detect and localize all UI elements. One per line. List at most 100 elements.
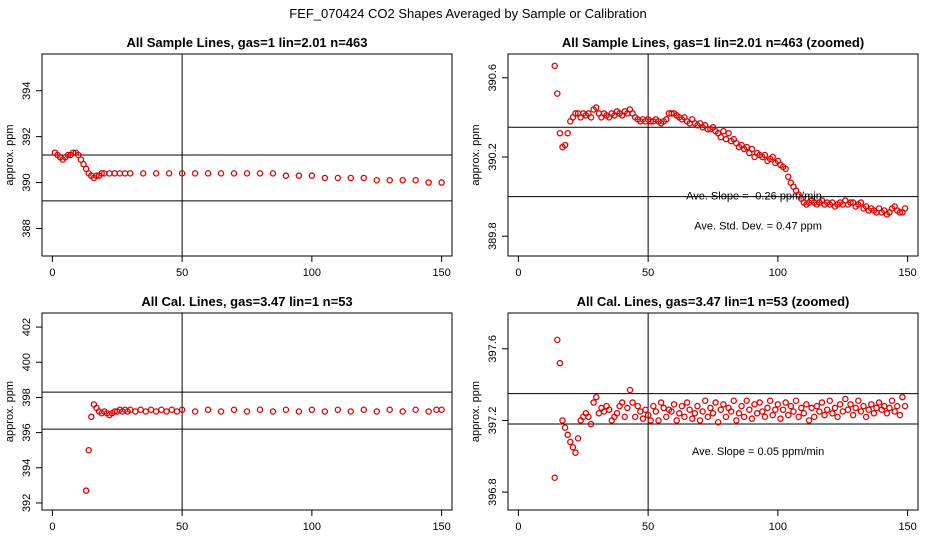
data-point [826, 397, 834, 405]
data-point [709, 410, 717, 417]
data-point [587, 420, 595, 428]
data-point [572, 449, 579, 456]
data-point [574, 435, 582, 442]
data-point [556, 129, 564, 137]
data-point [655, 417, 662, 424]
data-point [855, 397, 862, 405]
data-point [111, 170, 118, 177]
data-point [849, 411, 857, 419]
data-point [694, 402, 701, 410]
y-tick-label: 400 [21, 353, 33, 371]
data-point [373, 176, 380, 184]
y-tick-label: 402 [21, 318, 33, 336]
data-point [805, 417, 813, 424]
y-tick-label: 390 [21, 173, 33, 191]
data-point [787, 402, 795, 410]
data-point [748, 145, 756, 153]
data-point [438, 406, 445, 413]
data-point [624, 404, 631, 412]
data-point [82, 487, 90, 494]
data-point [774, 401, 782, 408]
data-point [373, 408, 380, 415]
data-point [256, 170, 264, 177]
y-axis-label: approx. ppm [4, 124, 16, 185]
data-series [551, 62, 909, 218]
data-point [551, 62, 558, 70]
data-point [80, 160, 87, 168]
data-point [821, 411, 828, 419]
data-point [704, 126, 712, 133]
data-point [823, 406, 831, 413]
y-tick-label: 390.6 [487, 64, 499, 92]
data-point [412, 406, 419, 413]
data-point [69, 149, 77, 156]
data-point [707, 404, 714, 412]
data-point [901, 205, 909, 212]
data-point [152, 408, 160, 415]
data-point [561, 424, 569, 431]
data-point [77, 156, 85, 163]
y-tick-label: 394 [21, 459, 33, 477]
data-point [88, 413, 95, 421]
data-point [243, 408, 251, 415]
data-point [852, 404, 859, 412]
data-point [883, 410, 891, 417]
data-point [399, 176, 406, 184]
data-point [725, 129, 732, 137]
plot-frame [507, 312, 919, 511]
data-point [282, 172, 290, 179]
data-point [595, 410, 603, 417]
x-tick-label: 50 [176, 267, 188, 279]
data-point [652, 408, 660, 415]
data-point [782, 399, 789, 406]
data-series [51, 149, 445, 186]
data-point [730, 397, 738, 405]
chart-panel-4: All Cal. Lines, gas=3.47 lin=1 n=53 (zoo… [470, 294, 919, 533]
data-point [738, 402, 745, 410]
data-point [230, 170, 238, 177]
data-point [686, 406, 693, 413]
data-point [334, 406, 342, 413]
data-point [165, 170, 173, 177]
data-point [269, 408, 277, 415]
data-point [438, 179, 445, 186]
data-point [308, 172, 316, 179]
data-point [691, 410, 699, 417]
data-point [873, 404, 880, 412]
data-point [722, 135, 730, 143]
data-point [746, 406, 753, 413]
data-series [551, 336, 909, 482]
x-tick-label: 150 [432, 521, 450, 533]
data-point [559, 417, 566, 424]
data-point [769, 153, 776, 161]
data-point [295, 172, 303, 179]
data-point [785, 411, 792, 419]
data-point [564, 129, 571, 137]
data-point [64, 151, 72, 159]
data-point [590, 399, 597, 406]
data-point [98, 170, 105, 177]
data-point [759, 408, 766, 415]
y-tick-label: 397.2 [487, 407, 499, 435]
annotation-text: Ave. Slope = 0.05 ppm/min [692, 446, 824, 458]
chart-title: All Sample Lines, gas=1 lin=2.01 n=463 (… [562, 35, 864, 50]
data-point [777, 415, 784, 422]
data-point [839, 408, 846, 415]
x-tick-label: 50 [176, 521, 188, 533]
data-point [191, 408, 199, 415]
chart-title: All Cal. Lines, gas=3.47 lin=1 n=53 (zoo… [577, 294, 850, 309]
data-point [756, 399, 763, 406]
data-point [868, 401, 875, 408]
data-point [626, 386, 634, 394]
data-point [106, 170, 113, 177]
data-point [639, 415, 647, 422]
data-point [761, 151, 769, 159]
data-point [269, 170, 277, 177]
data-point [779, 406, 787, 413]
data-point [592, 393, 600, 401]
figure-title: FEF_070424 CO2 Shapes Averaged by Sample… [289, 6, 646, 21]
data-point [386, 176, 393, 184]
data-point [168, 406, 175, 413]
data-point [753, 410, 761, 417]
data-point [554, 336, 561, 344]
